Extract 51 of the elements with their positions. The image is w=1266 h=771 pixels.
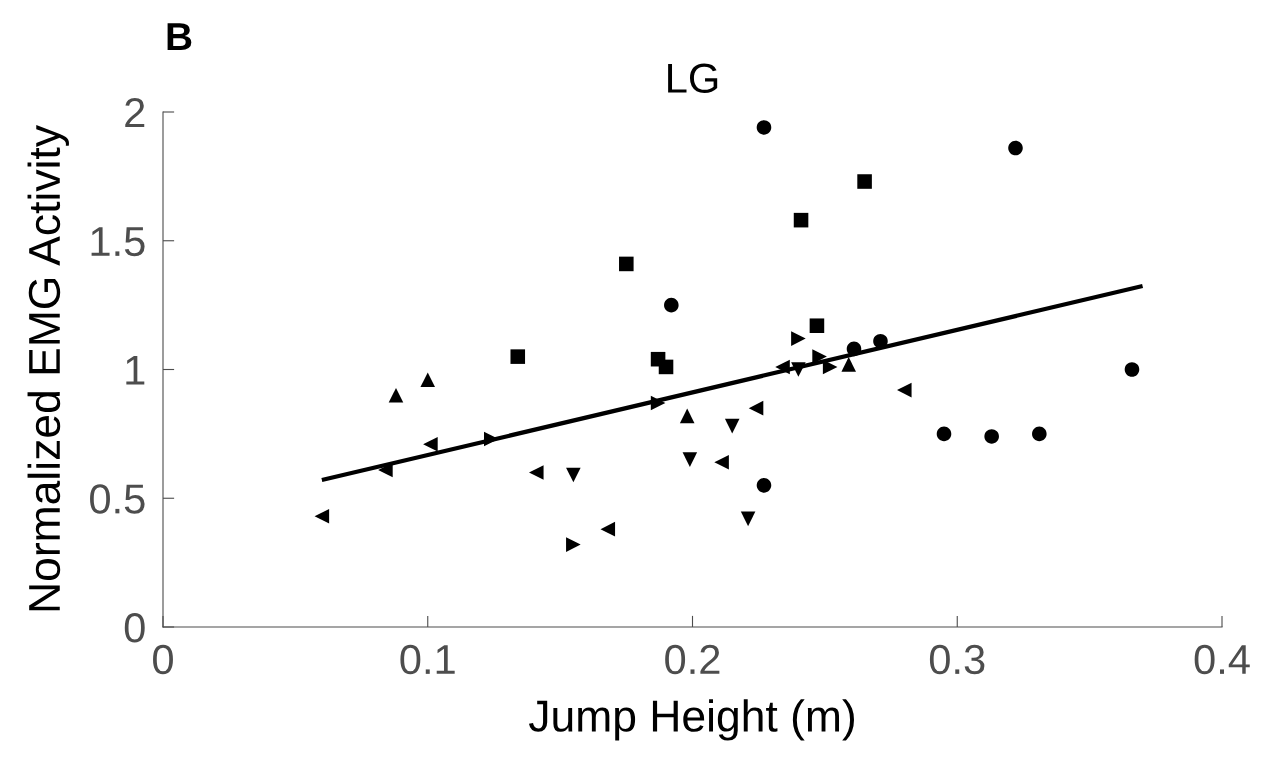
point [756, 478, 772, 493]
point [984, 429, 999, 444]
point [566, 537, 581, 552]
point [740, 511, 756, 527]
point [664, 297, 679, 313]
point [566, 467, 581, 483]
y-tick-label: 1 [126, 355, 145, 385]
point [1124, 362, 1140, 377]
point [812, 349, 827, 364]
point [793, 212, 809, 228]
point [679, 408, 695, 424]
point [724, 418, 740, 434]
point [388, 387, 404, 403]
point [658, 359, 674, 375]
x-tick-label: 0.2 [665, 644, 720, 675]
x-tick-label: 0.4 [1194, 644, 1250, 675]
chart-title: LG [668, 63, 718, 93]
point [936, 426, 952, 442]
x-tick-label: 0 [153, 644, 173, 675]
point [682, 452, 698, 467]
point [423, 436, 438, 452]
point [756, 120, 772, 135]
point [1008, 140, 1023, 156]
point [775, 359, 790, 375]
point [529, 465, 544, 480]
y-axis-title: Normalized EMG Activity [27, 125, 69, 611]
point [841, 357, 856, 372]
point [791, 362, 806, 377]
point [600, 521, 616, 537]
point [619, 256, 634, 272]
y-tick-label: 0.5 [90, 484, 145, 514]
point [873, 333, 888, 349]
point [714, 454, 729, 470]
x-tick-label: 0.3 [929, 644, 985, 675]
point [809, 318, 825, 334]
y-tick-label: 2 [125, 98, 145, 128]
x-axis-title: Jump Height (m) [528, 699, 854, 741]
y-tick-label: 1.5 [91, 227, 145, 257]
point [420, 372, 436, 388]
y-tick-label: 0 [124, 613, 145, 643]
point [857, 174, 872, 189]
point [897, 382, 912, 398]
point [314, 508, 330, 524]
point [791, 331, 806, 346]
point [846, 341, 862, 357]
point [650, 395, 666, 411]
text: B [167, 23, 192, 51]
point [748, 400, 764, 416]
x-tick-label: 0.1 [400, 644, 455, 675]
point [510, 349, 526, 364]
point [1032, 426, 1047, 442]
